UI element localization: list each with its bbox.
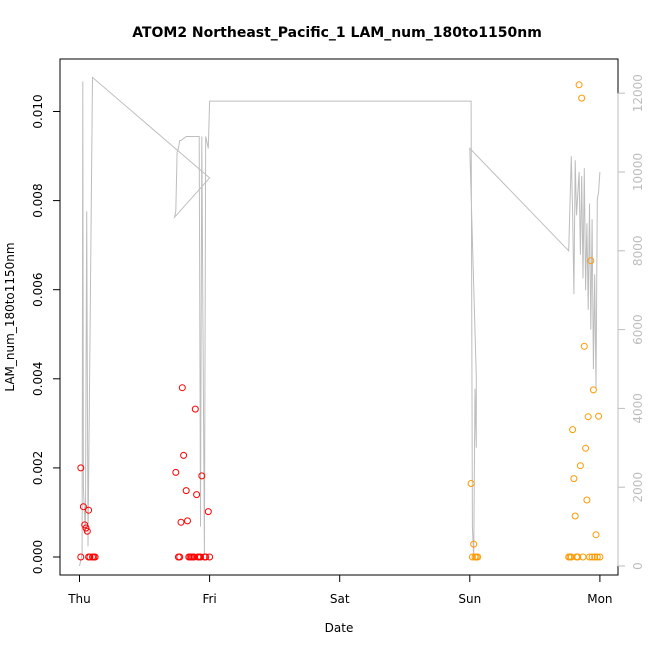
data-point [178, 384, 186, 392]
data-point [193, 491, 201, 499]
y-tick-label: 0.006 [31, 273, 45, 307]
y2-tick-label: 0 [631, 562, 645, 570]
data-point [470, 540, 478, 548]
y2-tick-label: 10000 [631, 153, 645, 191]
y-axis: 0.000 0.002 0.004 0.006 0.008 0.010 [31, 94, 61, 574]
plot-frame [59, 58, 619, 576]
y-tick-label: 0.008 [31, 183, 45, 217]
data-point [589, 386, 597, 394]
y2-tick-label: 8000 [631, 236, 645, 267]
x-axis-label: Date [325, 621, 354, 635]
data-point [571, 512, 579, 520]
x-tick-label: Sun [458, 592, 481, 606]
data-point [86, 553, 94, 561]
y-tick-label: 0.000 [31, 540, 45, 574]
data-point [591, 553, 599, 561]
data-point [582, 444, 590, 452]
y2-tick-label: 4000 [631, 393, 645, 424]
y-axis-label: LAM_num_180to1150nm [3, 242, 17, 391]
data-point [172, 468, 180, 476]
data-point [588, 553, 596, 561]
x-tick-label: Thu [67, 592, 91, 606]
y-tick-label: 0.004 [31, 362, 45, 396]
data-point [198, 472, 206, 480]
data-point [206, 553, 214, 561]
data-point [595, 412, 603, 420]
data-point [83, 527, 91, 535]
data-point [468, 553, 476, 561]
data-point [197, 553, 204, 561]
data-point [176, 553, 184, 561]
y2-tick-label: 12000 [631, 74, 645, 112]
data-point [586, 553, 593, 561]
x-tick-label: Mon [587, 592, 612, 606]
data-point [574, 553, 582, 561]
data-point [77, 464, 85, 472]
data-point [182, 487, 190, 495]
data-point [81, 521, 89, 529]
data-point [578, 94, 586, 102]
data-point [569, 426, 577, 434]
data-point [587, 257, 595, 265]
data-point [177, 518, 185, 526]
data-point [85, 506, 93, 514]
data-point [184, 517, 191, 525]
data-point [79, 503, 87, 511]
chart-title: ATOM2 Northeast_Pacific_1 LAM_num_180to1… [132, 25, 542, 41]
data-point [82, 524, 90, 532]
data-point [596, 553, 604, 561]
y-tick-label: 0.010 [31, 94, 45, 128]
data-point [204, 508, 212, 516]
data-point [592, 531, 600, 539]
data-point [580, 342, 588, 350]
data-point [474, 553, 482, 561]
data-point [575, 81, 583, 89]
data-point [576, 462, 584, 470]
x-axis: Thu Fri Sat Sun Mon [67, 574, 613, 606]
y2-axis: 0 2000 4000 6000 8000 10000 12000 [617, 74, 645, 570]
y-tick-label: 0.002 [31, 451, 45, 485]
x-tick-label: Fri [202, 592, 216, 606]
y2-tick-label: 2000 [631, 472, 645, 503]
data-point [202, 553, 210, 561]
data-point [583, 496, 591, 504]
data-point [191, 405, 199, 413]
data-point [467, 480, 475, 487]
data-point [180, 451, 188, 459]
points-layer [77, 81, 604, 561]
x-tick-label: Sat [330, 592, 350, 606]
altitude-line [79, 76, 601, 567]
altitude-layer [79, 76, 601, 567]
data-point [91, 553, 99, 561]
data-point [77, 553, 85, 561]
data-point [593, 553, 601, 561]
data-point [584, 413, 592, 421]
y2-tick-label: 6000 [631, 314, 645, 345]
data-point [570, 475, 578, 483]
